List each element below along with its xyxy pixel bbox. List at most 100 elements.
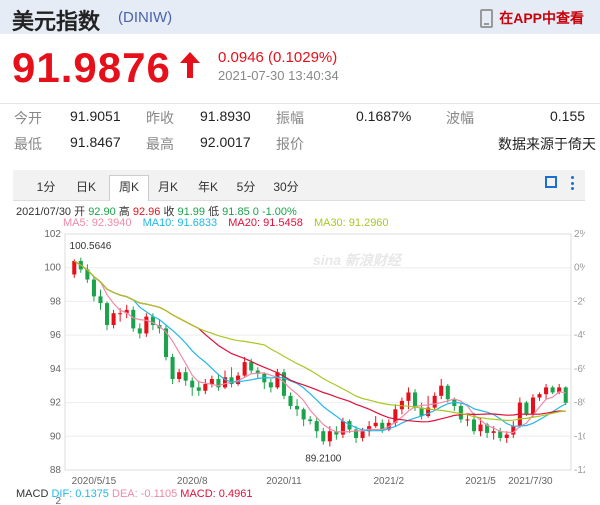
candle-body bbox=[504, 434, 509, 438]
candle-body bbox=[295, 405, 300, 410]
candle-body bbox=[314, 421, 319, 432]
open-value: 91.9051 bbox=[70, 108, 121, 124]
tab-yearly[interactable]: 年K bbox=[197, 180, 218, 194]
tab-5min[interactable]: 5分 bbox=[236, 180, 256, 194]
pct-tick-label: 0% bbox=[574, 263, 585, 274]
open-label: 今开 bbox=[14, 110, 42, 126]
candle-body bbox=[281, 372, 286, 396]
candle-body bbox=[544, 387, 549, 395]
high-value: 92.0017 bbox=[200, 134, 251, 150]
ohlc-open: 92.90 bbox=[88, 206, 116, 218]
close-tag: 收 bbox=[163, 206, 175, 218]
candle-body bbox=[190, 380, 195, 388]
divider bbox=[0, 103, 600, 104]
candle-body bbox=[354, 429, 359, 438]
y-tick-label: 100 bbox=[44, 263, 61, 274]
candle-body bbox=[249, 362, 254, 371]
candle-body bbox=[255, 370, 260, 374]
candle-body bbox=[347, 421, 352, 430]
tab-1min[interactable]: 1分 bbox=[36, 180, 56, 194]
amplitude-label: 振幅 bbox=[276, 110, 304, 126]
tab-weekly[interactable]: 周K bbox=[109, 175, 149, 201]
candle-body bbox=[124, 309, 129, 314]
candle-body bbox=[393, 409, 398, 423]
watermark-logo: sina 新浪财经 bbox=[313, 252, 403, 268]
candle-body bbox=[209, 378, 214, 385]
candle-body bbox=[301, 409, 306, 420]
candle-body bbox=[236, 375, 241, 385]
macd-value: MACD: 0.4961 bbox=[180, 488, 253, 500]
stats-row: 今开 91.9051 昨收 91.8930 振幅 0.1687% 波幅 0.15… bbox=[0, 104, 600, 130]
wave-label: 波幅 bbox=[446, 110, 474, 126]
y-tick-label: 102 bbox=[44, 229, 61, 240]
ma5-value: MA5: 92.3940 bbox=[63, 217, 132, 229]
macd-dea: DEA: -0.1105 bbox=[112, 488, 178, 500]
candle-body bbox=[72, 260, 77, 275]
candle-body bbox=[445, 385, 450, 400]
candle-body bbox=[399, 400, 404, 410]
candle-body bbox=[465, 419, 470, 421]
candle-body bbox=[334, 431, 339, 435]
prev-close-label: 昨收 bbox=[146, 110, 174, 126]
candle-body bbox=[163, 328, 169, 358]
more-options-icon[interactable] bbox=[571, 176, 575, 190]
high-label: 最高 bbox=[146, 136, 174, 152]
high-tag: 高 bbox=[118, 206, 130, 218]
candle-body bbox=[321, 431, 326, 442]
candlestick-chart[interactable]: 102 2% 100 0% 98 -2% 96 -4% 94 -6% 92 -8% 90 -10% 88 -1… bbox=[13, 170, 585, 505]
candle-body bbox=[511, 426, 516, 435]
candle-body bbox=[557, 387, 562, 393]
tab-monthly[interactable]: 月K bbox=[157, 180, 178, 194]
candle-body bbox=[458, 405, 463, 420]
x-tick-label: 2021/2 bbox=[374, 476, 405, 487]
ma5-line bbox=[73, 260, 566, 434]
pct-tick-label: -2% bbox=[574, 296, 585, 307]
y-tick-label: 92 bbox=[50, 398, 62, 409]
x-tick-label: 2020/11 bbox=[266, 476, 302, 487]
candle-body bbox=[419, 407, 424, 417]
candle-body bbox=[308, 419, 313, 422]
x-tick-label: 2020/5/15 bbox=[72, 476, 117, 487]
open-tag: 开 bbox=[74, 206, 86, 218]
candle-body bbox=[144, 316, 149, 334]
candle-body bbox=[91, 279, 96, 297]
ma-legend: MA5: 92.3940 MA10: 91.6833 MA20: 91.5458… bbox=[63, 217, 397, 229]
wave-value: 0.155 bbox=[550, 108, 586, 124]
open-in-app-link[interactable]: 在APP中查看 bbox=[480, 8, 584, 28]
tab-30min[interactable]: 30分 bbox=[273, 180, 299, 194]
candle-body bbox=[242, 362, 247, 376]
ohlc-change: 0 bbox=[252, 206, 259, 218]
fullscreen-icon[interactable] bbox=[545, 176, 557, 188]
candle-body bbox=[563, 387, 568, 403]
candle-body bbox=[170, 357, 175, 379]
candle-body bbox=[216, 378, 221, 388]
candle-body bbox=[118, 313, 123, 315]
candle-body bbox=[524, 402, 529, 415]
tab-daily[interactable]: 日K bbox=[75, 180, 96, 194]
candle-body bbox=[380, 422, 385, 430]
candle-body bbox=[412, 392, 418, 408]
ohlc-pct: -1.00% bbox=[261, 206, 297, 218]
candle-body bbox=[85, 269, 90, 280]
candle-body bbox=[268, 382, 273, 388]
low-label: 最低 bbox=[14, 136, 42, 152]
kline-chart-panel: 1分 日K 周K 月K 年K 5分 30分 2021/07/30 开 92.90… bbox=[13, 170, 585, 505]
candle-body bbox=[131, 309, 136, 329]
pct-tick-label: -10% bbox=[574, 431, 585, 442]
ma30-value: MA30: 91.2960 bbox=[313, 217, 389, 229]
candle-body bbox=[478, 424, 483, 432]
macd-tick-label: 2 bbox=[55, 496, 61, 505]
plot-frame bbox=[64, 233, 572, 471]
amplitude-value: 0.1687% bbox=[356, 108, 412, 124]
candle-body bbox=[537, 394, 542, 398]
ohlc-date: 2021/07/30 bbox=[16, 206, 72, 218]
period-tabs: 1分 日K 周K 月K 年K 5分 30分 bbox=[13, 170, 585, 201]
candle-body bbox=[471, 419, 477, 432]
candle-body bbox=[275, 372, 280, 388]
candle-body bbox=[550, 387, 555, 393]
ma20-line bbox=[73, 260, 566, 423]
open-in-app-label: 在APP中查看 bbox=[499, 10, 584, 26]
stats-row: 最低 91.8467 最高 92.0017 报价 数据来源于倚天 bbox=[0, 130, 600, 156]
y-tick-label: 88 bbox=[50, 465, 62, 476]
candle-body bbox=[432, 395, 437, 408]
